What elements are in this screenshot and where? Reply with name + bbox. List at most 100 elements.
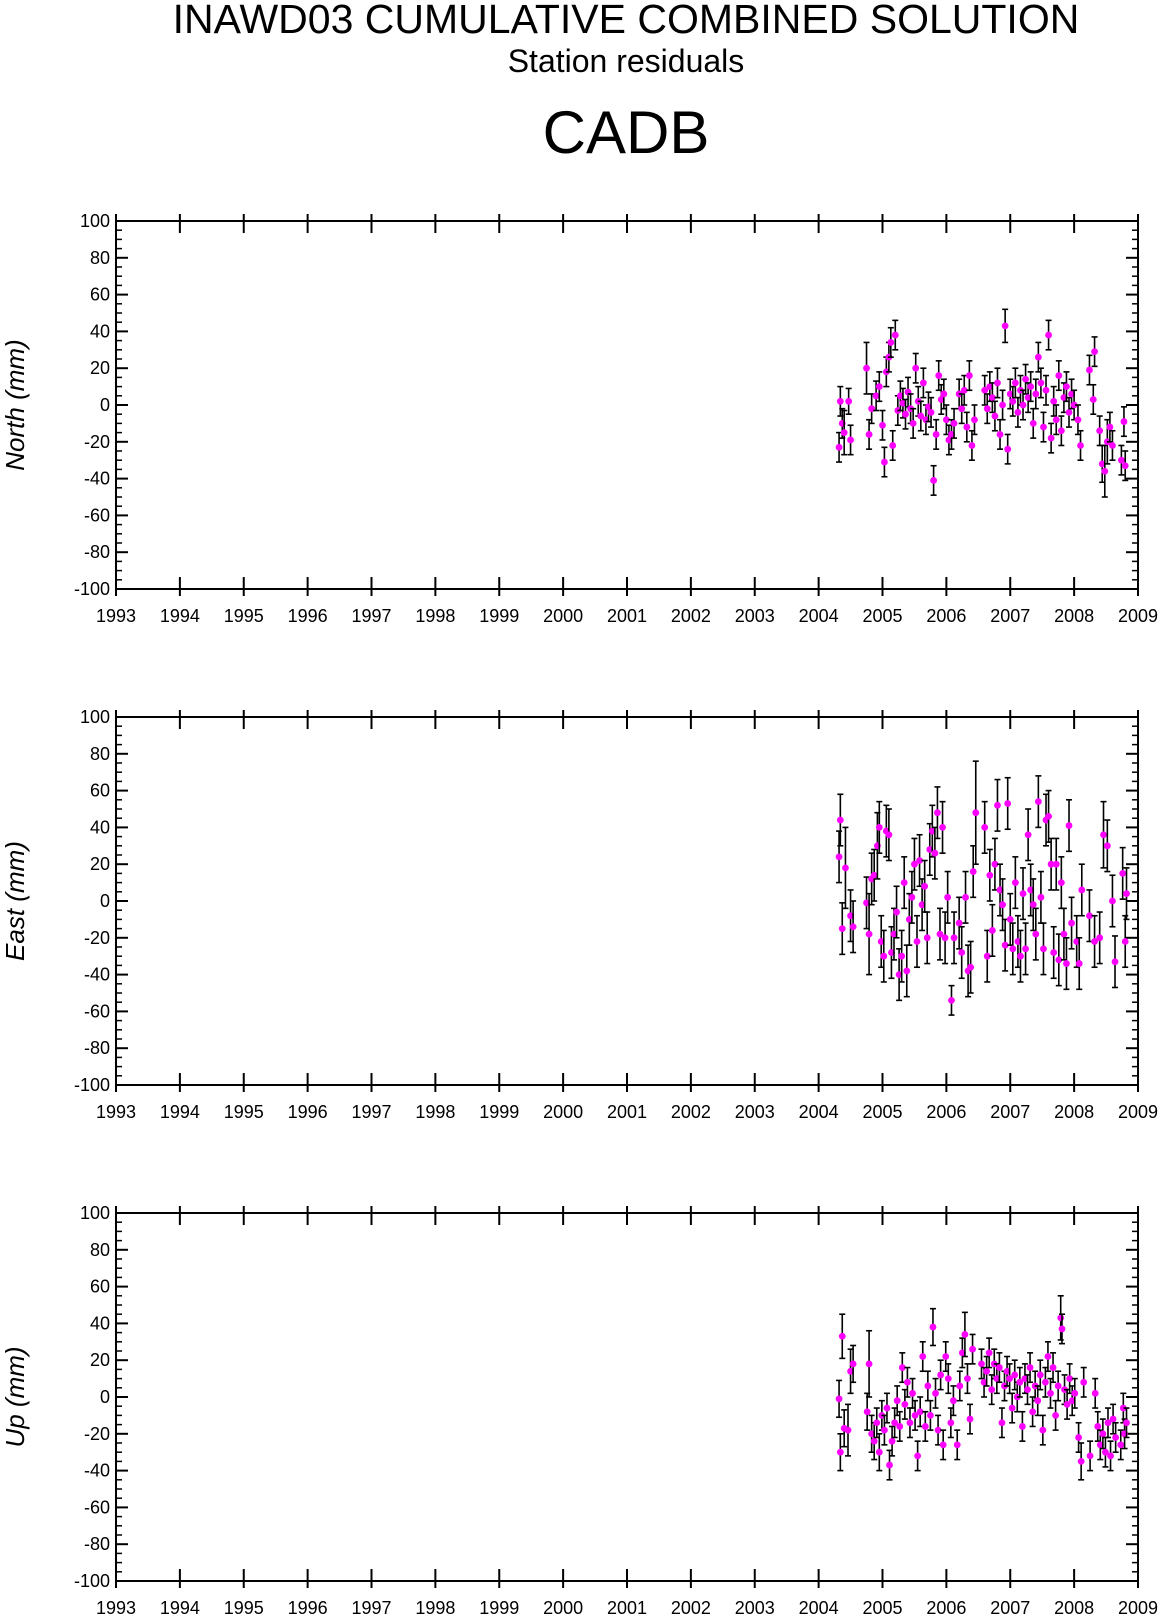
data-point — [847, 1367, 854, 1375]
data-point — [1071, 1389, 1079, 1397]
y-tick-label: -60 — [84, 505, 110, 525]
data-point — [998, 1419, 1006, 1427]
x-tick-label: 1999 — [479, 1598, 519, 1618]
x-tick-label: 2008 — [1054, 1102, 1094, 1122]
data-point — [919, 1353, 927, 1360]
y-tick-label: -100 — [74, 1075, 110, 1095]
data-point — [1045, 812, 1052, 820]
data-point — [1117, 456, 1125, 464]
data-point — [1006, 390, 1014, 398]
data-point — [1119, 870, 1127, 877]
data-point — [950, 420, 958, 427]
data-point — [1024, 394, 1032, 402]
data-point — [847, 436, 854, 444]
data-point — [1045, 331, 1052, 339]
data-point — [1109, 442, 1116, 449]
x-tick-label: 1997 — [351, 1598, 391, 1618]
data-point — [1066, 1375, 1074, 1382]
data-point — [1055, 372, 1063, 379]
data-point — [1034, 353, 1042, 361]
data-point — [1109, 1415, 1117, 1423]
data-point — [966, 1415, 974, 1423]
data-point — [1011, 1371, 1019, 1379]
data-point — [888, 949, 895, 956]
data-point — [863, 364, 870, 372]
data-point — [999, 401, 1006, 409]
data-point — [950, 1397, 957, 1405]
data-point — [1075, 960, 1083, 967]
data-point — [948, 996, 955, 1004]
data-point — [836, 397, 844, 405]
data-point — [999, 901, 1006, 909]
data-point — [983, 405, 991, 413]
y-tick-label: -20 — [84, 928, 110, 948]
data-point — [937, 1371, 945, 1379]
data-point — [968, 442, 976, 449]
data-point — [840, 429, 848, 436]
data-point — [911, 860, 918, 868]
data-point — [868, 1430, 876, 1438]
data-point — [958, 405, 966, 413]
x-tick-label: 2009 — [1118, 1598, 1158, 1618]
y-tick-label: 80 — [90, 248, 110, 268]
data-point — [934, 809, 941, 817]
data-point — [877, 938, 885, 945]
data-point — [1022, 945, 1029, 953]
data-point — [873, 1419, 881, 1427]
x-tick-label: 2002 — [671, 606, 711, 626]
data-point — [1102, 1448, 1109, 1456]
data-point — [1009, 945, 1017, 953]
data-point — [895, 971, 903, 978]
data-point — [926, 846, 934, 853]
y-tick-label: -100 — [74, 579, 110, 599]
y-tick-label: 100 — [80, 707, 110, 727]
x-tick-label: 2000 — [543, 1598, 583, 1618]
data-point — [967, 963, 975, 971]
data-point — [1060, 394, 1068, 402]
data-point — [994, 379, 1001, 387]
data-point — [1063, 1400, 1071, 1408]
panel-east: 1993 1994 1995 1996 1997 1998 1999 2000 2001 2002… — [0, 707, 1158, 1122]
data-point — [1047, 434, 1055, 442]
x-tick-label: 1994 — [160, 1598, 200, 1618]
data-point — [941, 934, 949, 942]
data-point — [1032, 390, 1040, 398]
data-point — [1107, 1452, 1114, 1460]
data-point — [1004, 800, 1012, 807]
x-tick-label: 1994 — [160, 1102, 200, 1122]
data-point — [1029, 420, 1037, 427]
data-point — [1042, 386, 1050, 394]
y-tick-label: -60 — [84, 1497, 110, 1517]
x-tick-label: 2001 — [607, 1102, 647, 1122]
y-tick-label: -80 — [84, 1038, 110, 1058]
x-tick-label: 2008 — [1054, 1598, 1094, 1618]
data-point — [1052, 416, 1060, 424]
y-tick-label: 20 — [90, 854, 110, 874]
y-tick-label: -80 — [84, 542, 110, 562]
y-tick-label: -80 — [84, 1534, 110, 1554]
x-tick-label: 2006 — [926, 606, 966, 626]
data-point — [909, 420, 917, 427]
data-point — [1003, 1367, 1011, 1375]
x-tick-label: 1999 — [479, 1102, 519, 1122]
data-point — [1041, 1378, 1049, 1386]
data-point — [886, 1461, 893, 1469]
data-point — [1086, 366, 1093, 374]
data-point — [912, 364, 920, 372]
data-point — [1009, 397, 1017, 405]
x-tick-label: 1993 — [96, 606, 136, 626]
data-point — [945, 436, 953, 444]
data-point — [835, 853, 843, 861]
data-point — [958, 1349, 966, 1357]
x-tick-label: 2000 — [543, 1102, 583, 1122]
y-tick-label: -40 — [84, 469, 110, 489]
data-point — [898, 1364, 906, 1371]
x-tick-label: 2002 — [671, 1102, 711, 1122]
y-tick-label: 40 — [90, 1313, 110, 1333]
data-point — [939, 1441, 947, 1449]
data-point — [927, 408, 935, 416]
data-point — [1073, 938, 1081, 945]
data-point — [1011, 879, 1019, 886]
y-tick-label: 40 — [90, 321, 110, 341]
data-point — [923, 934, 931, 942]
